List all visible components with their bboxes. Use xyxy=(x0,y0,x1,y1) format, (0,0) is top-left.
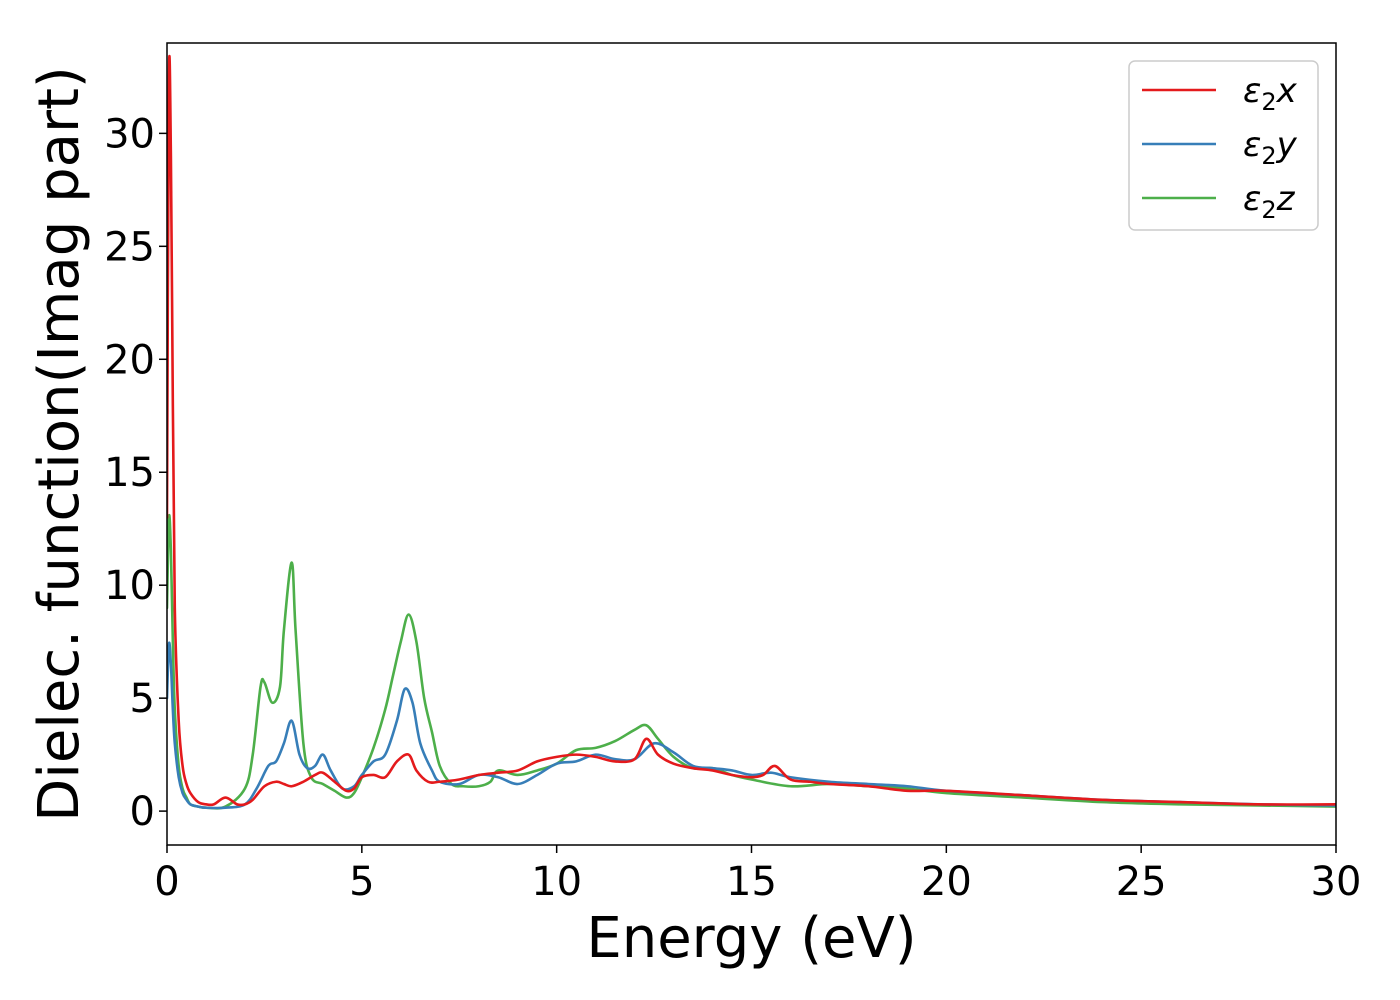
x-axis-label: Energy (eV) xyxy=(586,906,916,971)
y-tick-label: 30 xyxy=(104,111,155,157)
y-tick-label: 25 xyxy=(104,224,155,270)
y-tick-label: 15 xyxy=(104,450,155,496)
y-tick-label: 10 xyxy=(104,563,155,609)
x-tick-label: 25 xyxy=(1116,859,1167,905)
x-tick-label: 30 xyxy=(1311,859,1362,905)
x-tick-label: 0 xyxy=(154,859,179,905)
y-tick-label: 5 xyxy=(130,676,155,722)
series-layer xyxy=(167,54,1336,810)
x-tick-label: 10 xyxy=(531,859,582,905)
x-tick-label: 20 xyxy=(921,859,972,905)
legend-item-x: ε2x xyxy=(1142,71,1298,116)
x-tick-label: 5 xyxy=(349,859,374,905)
legend-item-y: ε2y xyxy=(1142,125,1298,170)
legend-label: ε2x xyxy=(1243,71,1298,116)
x-axis-ticks: 0 5 10 15 20 25 30 xyxy=(154,845,1361,905)
legend: ε2x ε2y ε2z xyxy=(1128,60,1319,231)
legend-label: ε2z xyxy=(1243,179,1296,224)
y-tick-label: 20 xyxy=(104,337,155,383)
legend-label: ε2y xyxy=(1243,125,1298,170)
series-line-y xyxy=(167,641,1336,810)
y-axis-label: Dielec. function(Imag part) xyxy=(27,66,92,822)
legend-item-z: ε2z xyxy=(1142,179,1296,224)
x-tick-label: 15 xyxy=(726,859,777,905)
legend-box xyxy=(1128,60,1319,231)
plot-frame xyxy=(166,42,1337,846)
y-axis-ticks: 0 5 10 15 20 25 30 xyxy=(104,111,167,835)
y-tick-label: 0 xyxy=(130,789,155,835)
series-line-x xyxy=(167,54,1336,807)
